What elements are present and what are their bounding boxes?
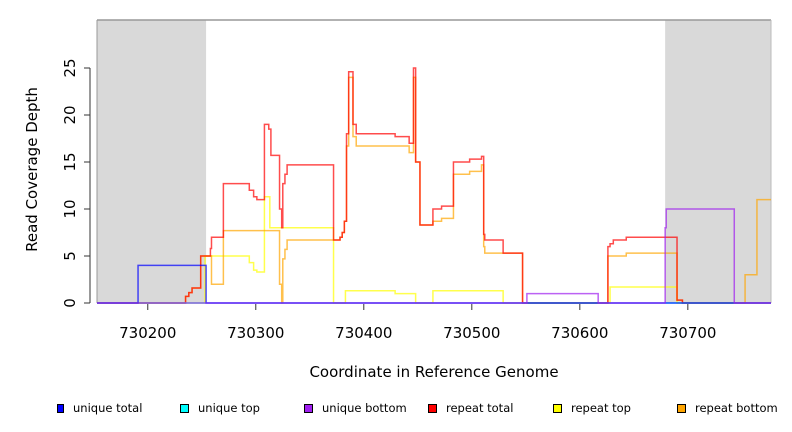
x-tick-label: 730400 (335, 324, 392, 342)
y-tick-label: 20 (61, 105, 79, 124)
x-tick-label: 730500 (443, 324, 500, 342)
legend-label: unique top (198, 401, 260, 415)
series-repeat-total (97, 67, 771, 304)
y-axis-label: Read Coverage Depth (23, 87, 41, 252)
legend-swatch (57, 403, 64, 413)
legend-item: repeat total (428, 401, 513, 415)
legend-item: unique total (57, 401, 142, 415)
legend-item: repeat top (553, 401, 631, 415)
x-axis-label: Coordinate in Reference Genome (309, 363, 558, 381)
legend-swatch (428, 403, 437, 413)
legend-label: unique total (73, 401, 143, 415)
legend-item: repeat bottom (677, 401, 778, 415)
legend-label: repeat total (446, 401, 514, 415)
shaded-region (97, 20, 207, 303)
legend-label: unique bottom (322, 401, 407, 415)
legend-swatch (180, 403, 189, 413)
legend-label: repeat bottom (695, 401, 778, 415)
legend-item: unique top (180, 401, 260, 415)
y-tick-label: 15 (61, 152, 79, 171)
legend-swatch (553, 403, 562, 413)
y-tick-label: 10 (61, 199, 79, 218)
shaded-region (665, 20, 771, 303)
y-tick-label: 25 (61, 58, 79, 77)
x-tick-label: 730600 (551, 324, 608, 342)
legend-item: unique bottom (304, 401, 407, 415)
legend-swatch (304, 403, 313, 413)
x-tick-label: 730300 (227, 324, 284, 342)
series-unique-bottom (97, 208, 771, 304)
legend-swatch (677, 403, 686, 413)
x-tick-label: 730200 (119, 324, 176, 342)
y-tick-label: 0 (61, 298, 79, 308)
legend-label: repeat top (571, 401, 631, 415)
y-tick-label: 5 (61, 251, 79, 261)
x-tick-label: 730700 (659, 324, 716, 342)
